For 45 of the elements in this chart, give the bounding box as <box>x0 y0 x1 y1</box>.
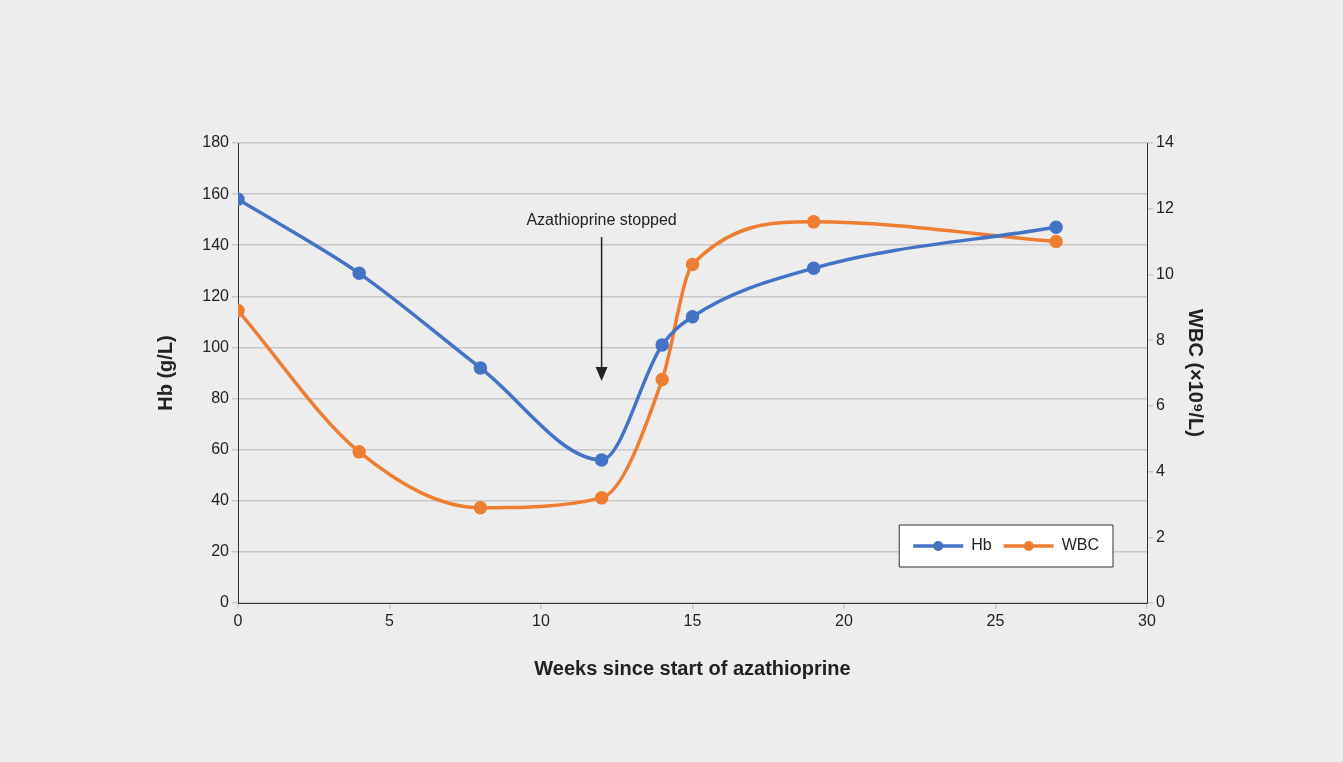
y-tick-label: 180 <box>202 133 230 151</box>
x-axis-title: Weeks since start of azathioprine <box>534 656 851 679</box>
legend-label: WBC <box>1061 536 1099 554</box>
annotation: Azathioprine stopped <box>526 211 677 229</box>
y-tick-label: 60 <box>211 440 230 458</box>
point <box>685 310 700 324</box>
point <box>594 453 609 467</box>
y2-tick-label: 4 <box>1156 461 1165 479</box>
x-tick-label: 25 <box>986 612 1005 630</box>
point <box>685 257 700 272</box>
y2-tick-label: 14 <box>1156 133 1174 151</box>
y2-tick-label: 2 <box>1156 527 1165 545</box>
point <box>352 266 366 281</box>
y2-tick-label: 10 <box>1156 264 1174 282</box>
point <box>806 215 821 229</box>
y2-tick-label: 12 <box>1156 199 1174 217</box>
point <box>806 261 821 275</box>
y-tick-label: 160 <box>202 184 230 202</box>
x-tick-label: 10 <box>532 612 550 630</box>
legend-label: Hb <box>971 536 992 554</box>
y2-tick-label: 0 <box>1156 593 1165 611</box>
x-tick-label: 20 <box>835 612 853 630</box>
point <box>473 361 488 375</box>
y-tick-label: 120 <box>202 286 230 304</box>
point <box>1049 234 1063 249</box>
y-tick-label: 80 <box>211 388 230 406</box>
x-tick-label: 5 <box>385 612 395 630</box>
point <box>655 338 669 352</box>
point <box>473 500 488 515</box>
y-tick-label: 140 <box>202 235 230 253</box>
x-tick-label: 15 <box>683 612 702 630</box>
y-tick-label: 0 <box>220 593 230 611</box>
y-tick-label: 20 <box>211 542 230 560</box>
point <box>655 372 669 387</box>
point <box>352 445 366 459</box>
point <box>1049 220 1063 235</box>
point <box>594 491 609 505</box>
y2-tick-label: 8 <box>1156 330 1165 348</box>
x-tick-label: 0 <box>233 612 243 630</box>
x-tick-label: 30 <box>1138 612 1156 630</box>
y-tick-label: 100 <box>202 337 230 355</box>
y-axis-title: Hb (g/L) <box>153 335 176 411</box>
y2-tick-label: 6 <box>1156 396 1165 414</box>
y2-axis-title: WBC (×10⁹/L) <box>1185 309 1208 437</box>
y-tick-label: 40 <box>211 491 230 509</box>
